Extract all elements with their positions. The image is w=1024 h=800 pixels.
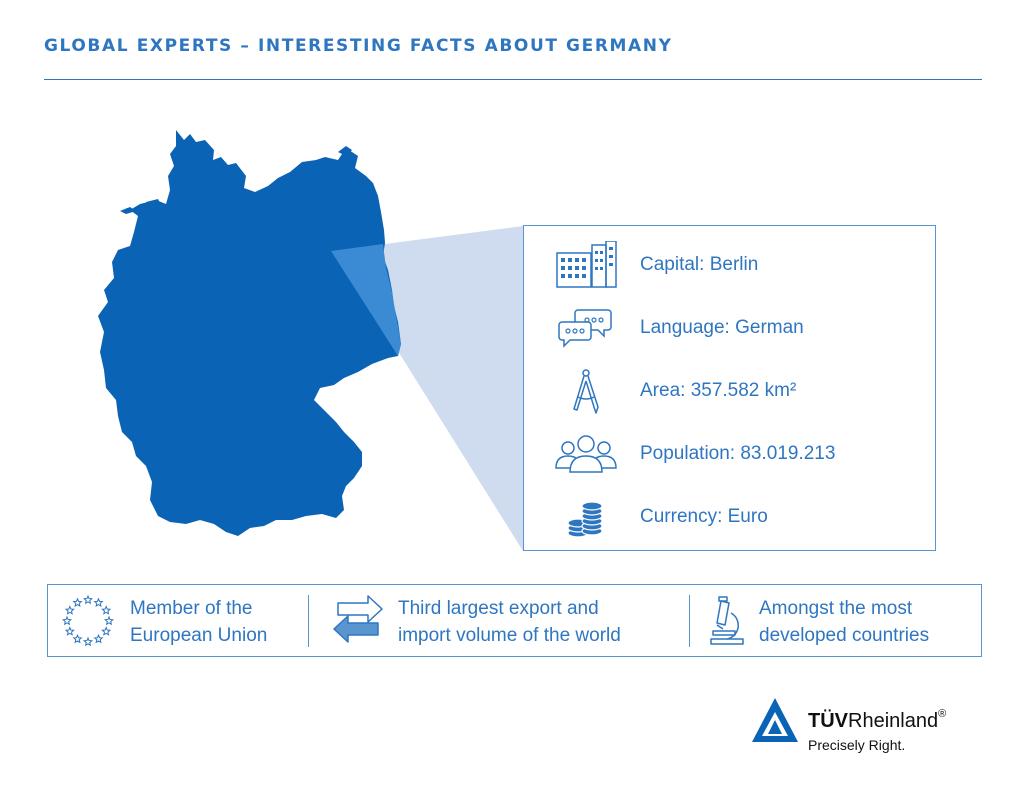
highlights-panel: Member of the European Union Third large… <box>47 584 982 657</box>
fact-currency: Currency: Euro <box>524 493 935 543</box>
facts-panel: Capital: Berlin Language: German Area: <box>523 225 936 551</box>
registered-mark: ® <box>938 708 947 721</box>
page-title: GLOBAL EXPERTS – INTERESTING FACTS ABOUT… <box>44 36 673 56</box>
title-divider <box>44 79 982 80</box>
highlight-eu-line1: Member of the <box>130 598 253 619</box>
speech-bubbles-icon <box>558 309 612 348</box>
eu-star <box>82 636 94 647</box>
highlight-developed: Amongst the most developed countries <box>699 585 979 656</box>
fact-capital: Capital: Berlin <box>524 241 935 291</box>
fact-population: Population: 83.019.213 <box>524 430 935 480</box>
microscope-icon <box>710 596 744 645</box>
eu-star <box>72 633 83 644</box>
eu-star <box>61 615 73 626</box>
eu-stars-icon <box>61 594 115 647</box>
drafting-compass-icon <box>573 369 599 414</box>
highlight-trade-line2: import volume of the world <box>398 625 621 646</box>
office-building-icon <box>556 241 617 288</box>
highlight-trade-line1: Third largest export and <box>398 598 599 619</box>
eu-star <box>72 597 83 608</box>
fact-area-label: Area: 357.582 km² <box>640 380 797 401</box>
eu-star <box>93 633 104 644</box>
fact-language-label: Language: German <box>640 317 804 338</box>
eu-star <box>93 597 104 608</box>
brand-regular: Rheinland <box>848 710 939 732</box>
highlight-eu: Member of the European Union <box>48 585 308 656</box>
fact-language: Language: German <box>524 304 935 354</box>
brand-name: TÜVRheinland® <box>808 708 947 733</box>
exchange-arrows-icon <box>333 595 383 643</box>
highlight-developed-line2: developed countries <box>759 625 930 646</box>
highlight-trade-text: Third largest export and import volume o… <box>398 595 621 649</box>
highlight-eu-line2: European Union <box>130 625 268 646</box>
highlight-eu-text: Member of the European Union <box>130 595 267 649</box>
eu-star <box>82 594 94 605</box>
eu-star <box>64 605 75 615</box>
divider <box>308 595 309 647</box>
highlight-developed-line1: Amongst the most <box>759 598 913 619</box>
fact-capital-label: Capital: Berlin <box>640 254 759 275</box>
eu-star <box>103 615 115 626</box>
fact-currency-label: Currency: Euro <box>640 506 768 527</box>
eu-star <box>64 626 75 636</box>
highlight-region <box>331 244 401 356</box>
coin-stack-icon <box>567 501 603 538</box>
eu-star <box>101 626 112 636</box>
brand-tagline: Precisely Right. <box>808 737 906 753</box>
highlight-developed-text: Amongst the most developed countries <box>759 595 929 649</box>
germany-silhouette <box>98 130 401 536</box>
fact-population-label: Population: 83.019.213 <box>640 443 836 464</box>
tuv-logo: TÜVRheinland® Precisely Right. <box>750 692 990 762</box>
tuv-triangle-icon <box>752 698 798 742</box>
fact-area: Area: 357.582 km² <box>524 367 935 417</box>
highlight-trade: Third largest export and import volume o… <box>318 585 688 656</box>
divider <box>689 595 690 647</box>
people-group-icon <box>555 435 617 473</box>
eu-star <box>101 605 112 615</box>
brand-bold: TÜV <box>808 710 848 732</box>
